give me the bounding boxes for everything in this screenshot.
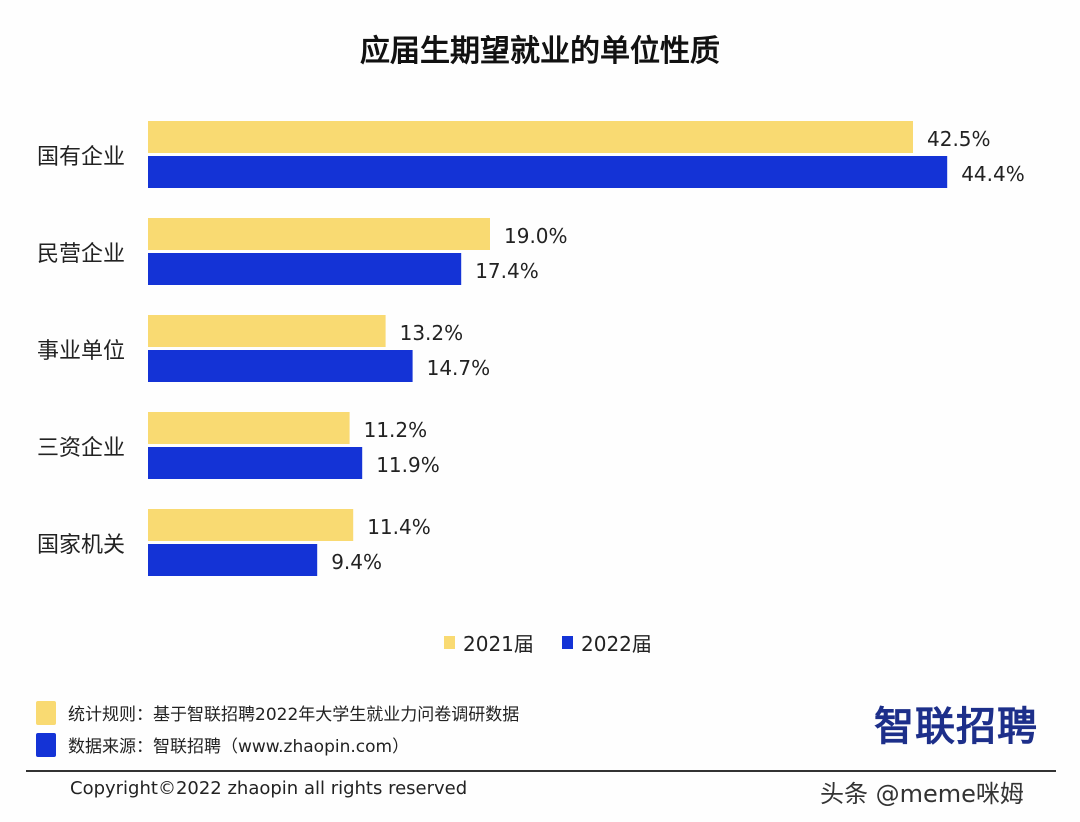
bar-2021届-国家机关 xyxy=(148,509,354,541)
bar-2022届-国家机关 xyxy=(148,544,318,576)
category-label: 事业单位 xyxy=(37,339,125,364)
data-label: 9.4% xyxy=(331,550,382,574)
bar-2022届-三资企业 xyxy=(148,447,363,479)
note-source-text: 数据来源：智联招聘（www.zhaopin.com） xyxy=(68,737,410,757)
note-source: 数据来源：智联招聘（www.zhaopin.com） xyxy=(36,732,409,757)
data-label: 11.4% xyxy=(367,515,431,539)
note-rule-swatch xyxy=(36,700,56,725)
bar-2021届-国有企业 xyxy=(148,121,913,153)
bar-2022届-事业单位 xyxy=(148,350,413,382)
legend-item-2022: 2022届 xyxy=(562,628,652,657)
divider xyxy=(26,770,1056,772)
data-label: 44.4% xyxy=(961,162,1025,186)
data-label: 42.5% xyxy=(927,127,991,151)
bar-2022届-民营企业 xyxy=(148,253,462,285)
bar-chart: 国有企业 42.5% 44.4% 民营企业 19.0% 17.4% 事业单位 13.2% 14.… xyxy=(37,121,1025,576)
data-label: 19.0% xyxy=(504,224,568,248)
legend-swatch-2022 xyxy=(562,636,573,649)
category-label: 国有企业 xyxy=(37,145,125,170)
note-source-swatch xyxy=(36,732,56,757)
note-rule-text: 统计规则：基于智联招聘2022年大学生就业力问卷调研数据 xyxy=(68,705,520,725)
data-label: 17.4% xyxy=(475,259,539,283)
legend-swatch-2021 xyxy=(444,636,455,649)
category-label: 民营企业 xyxy=(37,242,125,267)
bar-2022届-国有企业 xyxy=(148,156,948,188)
copyright-text: Copyright©2022 zhaopin all rights reserv… xyxy=(70,778,468,799)
data-label: 11.2% xyxy=(364,418,428,442)
note-rule: 统计规则：基于智联招聘2022年大学生就业力问卷调研数据 xyxy=(36,700,519,725)
watermark: 头条 @meme咪姆 xyxy=(820,780,1024,808)
bar-2021届-三资企业 xyxy=(148,412,350,444)
data-label: 14.7% xyxy=(427,356,491,380)
bar-2021届-事业单位 xyxy=(148,315,386,347)
category-label: 国家机关 xyxy=(37,533,125,558)
category-label: 三资企业 xyxy=(37,436,125,461)
legend-item-2021: 2021届 xyxy=(444,628,534,657)
legend-label-2021: 2021届 xyxy=(463,632,534,656)
zhaopin-logo: 智联招聘 xyxy=(874,704,1038,750)
bar-2021届-民营企业 xyxy=(148,218,490,250)
chart-title: 应届生期望就业的单位性质 xyxy=(360,34,720,69)
data-label: 11.9% xyxy=(376,453,440,477)
data-label: 13.2% xyxy=(400,321,464,345)
legend-label-2022: 2022届 xyxy=(581,632,652,656)
